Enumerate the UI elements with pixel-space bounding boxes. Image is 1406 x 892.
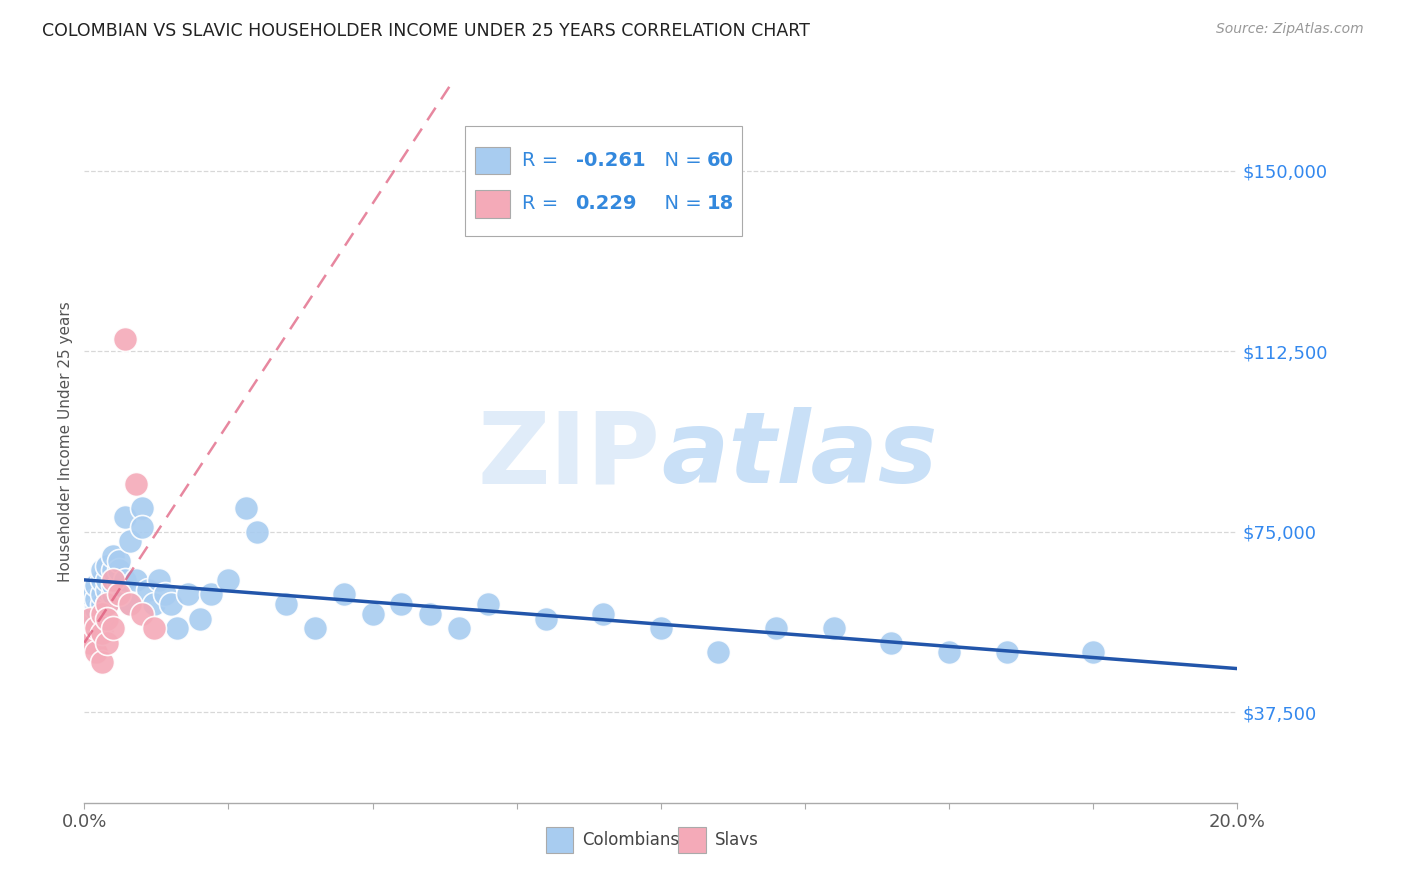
Point xyxy=(200,587,222,601)
Point xyxy=(79,611,101,625)
Point xyxy=(534,611,557,625)
Point xyxy=(125,573,148,587)
Point xyxy=(90,626,112,640)
Point xyxy=(120,534,142,549)
Text: Colombians: Colombians xyxy=(582,831,679,849)
Point xyxy=(361,607,384,621)
Point xyxy=(304,621,326,635)
Y-axis label: Householder Income Under 25 years: Householder Income Under 25 years xyxy=(58,301,73,582)
Point xyxy=(90,607,112,621)
Point xyxy=(142,597,165,611)
Point xyxy=(96,558,118,573)
Point xyxy=(449,621,471,635)
Point xyxy=(419,607,441,621)
Point xyxy=(79,587,101,601)
Point xyxy=(90,587,112,601)
Point xyxy=(391,597,413,611)
Point xyxy=(136,582,159,597)
Point xyxy=(108,587,131,601)
Point xyxy=(96,573,118,587)
Point xyxy=(103,621,124,635)
Text: R =: R = xyxy=(523,194,565,213)
Point xyxy=(84,611,107,625)
Point xyxy=(84,592,107,607)
FancyBboxPatch shape xyxy=(678,828,706,854)
Point xyxy=(103,578,124,592)
Point xyxy=(108,554,131,568)
Text: Slavs: Slavs xyxy=(716,831,759,849)
Text: Source: ZipAtlas.com: Source: ZipAtlas.com xyxy=(1216,22,1364,37)
Point xyxy=(103,563,124,577)
Point xyxy=(84,602,107,616)
FancyBboxPatch shape xyxy=(475,190,510,218)
Point xyxy=(90,563,112,577)
Point xyxy=(592,607,614,621)
Point xyxy=(938,645,960,659)
Point xyxy=(90,611,112,625)
Point xyxy=(103,573,124,587)
Point xyxy=(96,597,118,611)
Point xyxy=(153,587,176,601)
Point xyxy=(650,621,672,635)
Point xyxy=(707,645,730,659)
Point xyxy=(477,597,499,611)
Point xyxy=(333,587,356,601)
Point xyxy=(90,573,112,587)
Point xyxy=(96,582,118,597)
Point xyxy=(235,500,257,515)
Text: COLOMBIAN VS SLAVIC HOUSEHOLDER INCOME UNDER 25 YEARS CORRELATION CHART: COLOMBIAN VS SLAVIC HOUSEHOLDER INCOME U… xyxy=(42,22,810,40)
FancyBboxPatch shape xyxy=(475,147,510,174)
Text: R =: R = xyxy=(523,151,565,170)
Point xyxy=(114,573,136,587)
Point xyxy=(114,510,136,524)
Point xyxy=(880,635,903,649)
Point xyxy=(79,607,101,621)
Point xyxy=(246,524,269,539)
Point xyxy=(765,621,787,635)
Point xyxy=(84,621,107,635)
Point xyxy=(131,520,153,534)
Point xyxy=(84,645,107,659)
Point xyxy=(177,587,200,601)
FancyBboxPatch shape xyxy=(546,828,574,854)
Point xyxy=(276,597,298,611)
Point xyxy=(79,635,101,649)
Point xyxy=(103,587,124,601)
Point xyxy=(90,655,112,669)
Point xyxy=(120,597,142,611)
Point xyxy=(96,611,118,625)
Point xyxy=(108,563,131,577)
Point xyxy=(108,578,131,592)
Point xyxy=(166,621,188,635)
Text: 0.229: 0.229 xyxy=(575,194,637,213)
Point xyxy=(218,573,240,587)
Point xyxy=(114,332,136,346)
Text: atlas: atlas xyxy=(661,408,938,505)
Point xyxy=(148,573,170,587)
Point xyxy=(96,635,118,649)
Point xyxy=(1083,645,1105,659)
Text: N =: N = xyxy=(651,194,707,213)
Point xyxy=(96,597,118,611)
FancyBboxPatch shape xyxy=(465,126,741,235)
Text: 18: 18 xyxy=(707,194,734,213)
Point xyxy=(120,597,142,611)
Point xyxy=(995,645,1018,659)
Point xyxy=(79,597,101,611)
Text: 60: 60 xyxy=(707,151,734,170)
Point xyxy=(90,597,112,611)
Text: ZIP: ZIP xyxy=(478,408,661,505)
Point xyxy=(142,621,165,635)
Text: -0.261: -0.261 xyxy=(575,151,645,170)
Point xyxy=(131,500,153,515)
Point xyxy=(823,621,845,635)
Point xyxy=(131,607,153,621)
Text: N =: N = xyxy=(651,151,707,170)
Point xyxy=(103,549,124,563)
Point xyxy=(160,597,183,611)
Point xyxy=(84,578,107,592)
Point xyxy=(188,611,211,625)
Point xyxy=(125,476,148,491)
